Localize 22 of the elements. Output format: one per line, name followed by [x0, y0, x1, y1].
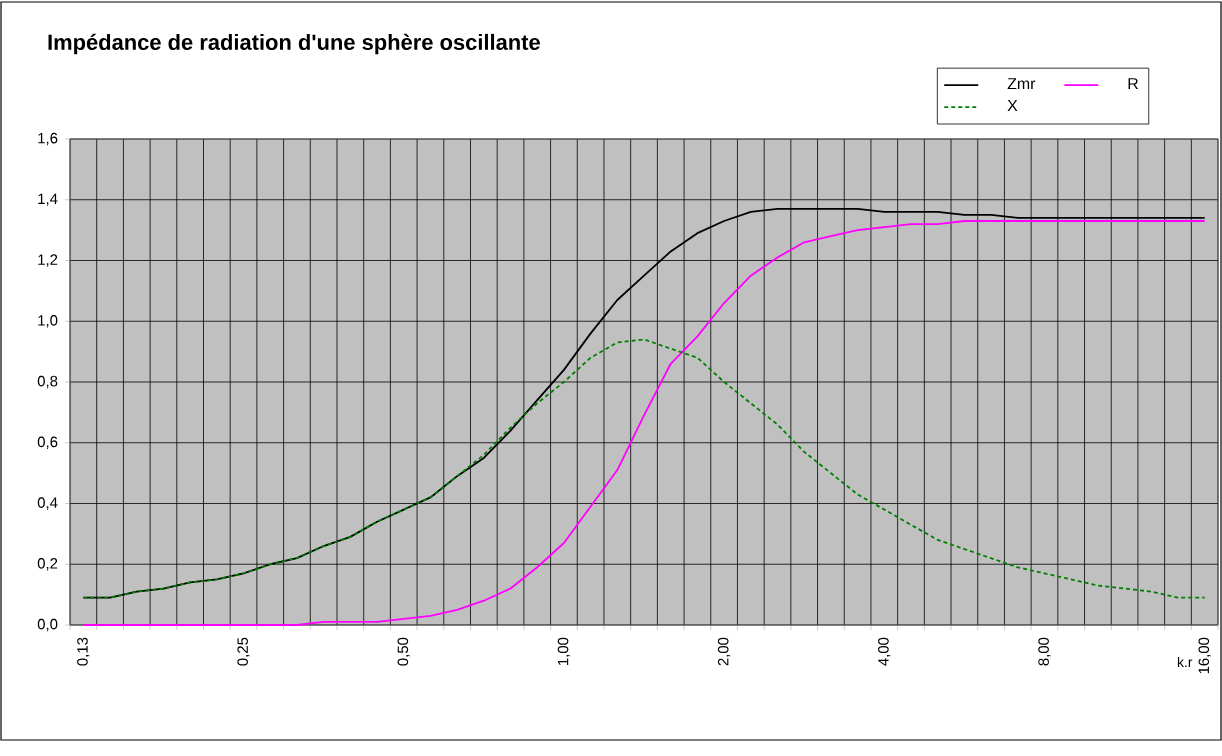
x-tick-label: 0,13: [77, 637, 90, 666]
y-tick-label: 0,8: [37, 375, 58, 389]
y-tick-label: 0,4: [37, 497, 58, 510]
y-tick-label: 1,0: [38, 315, 58, 328]
y-tick-label: 1,4: [38, 193, 58, 206]
x-tick-label: 8,00: [1038, 637, 1051, 666]
x-tick-label: 0,25: [237, 637, 250, 666]
x-tick-label: 4,00: [878, 637, 891, 666]
chart-title: Impédance de radiation d'une sphère oscillante: [48, 33, 540, 55]
legend-label: X: [1007, 100, 1018, 112]
y-tick-label: 0,0: [37, 618, 58, 632]
x-tick-label: 16,00: [1198, 637, 1211, 674]
legend-label: R: [1128, 78, 1139, 90]
legend-label: Zmr: [1007, 78, 1036, 90]
x-axis-title: k.r: [1177, 656, 1193, 667]
x-tick-label: 0,50: [397, 637, 410, 666]
y-tick-label: 1,6: [38, 132, 58, 146]
x-tick-label: 1,00: [557, 637, 571, 665]
x-tick-label: 2,00: [717, 637, 731, 666]
y-tick-label: 1,2: [38, 254, 58, 267]
y-tick-label: 0,6: [37, 436, 58, 449]
y-tick-label: 0,2: [37, 558, 58, 571]
